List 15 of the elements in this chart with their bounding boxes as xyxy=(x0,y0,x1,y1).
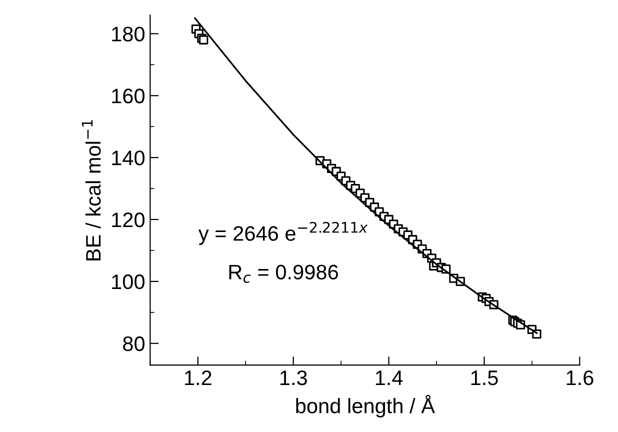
y-axis-title: BE / kcal mol$^{−1}$ xyxy=(82,120,101,260)
annotation: R$_{c}$ = 0.9986 xyxy=(229,264,338,283)
y-tick-label: 160 xyxy=(112,88,144,104)
y-tick-label: 140 xyxy=(112,150,144,166)
x-axis-title: bond length / Å xyxy=(296,394,435,418)
y-tick-label: 80 xyxy=(123,336,144,352)
y-tick-label: 120 xyxy=(112,212,144,228)
y-tick-label: 180 xyxy=(112,26,144,42)
y-tick-label: 100 xyxy=(112,274,144,290)
x-tick-label: 1.4 xyxy=(376,370,403,385)
x-tick-label: 1.3 xyxy=(280,370,307,386)
x-tick-label: 1.2 xyxy=(185,370,212,385)
annotation: y = 2646 e$^{−2.2211x}$ xyxy=(198,222,368,245)
x-tick-label: 1.5 xyxy=(471,370,498,386)
x-tick-label: 1.6 xyxy=(566,370,594,386)
